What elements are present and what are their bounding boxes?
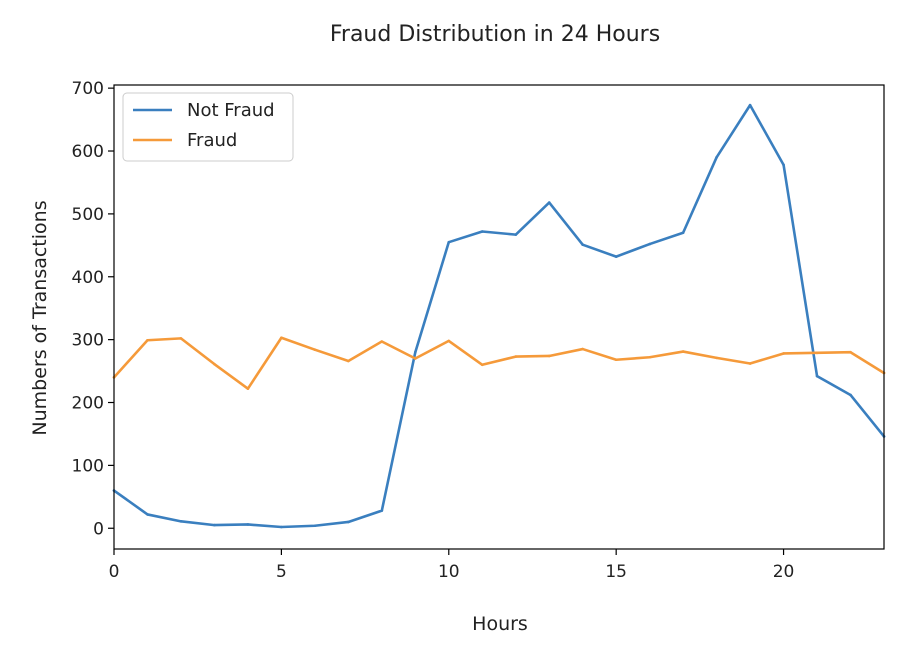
data-point-fraud — [380, 340, 384, 343]
data-point-not-fraud — [313, 524, 317, 528]
series-line-not-fraud — [112, 103, 886, 529]
data-point-fraud — [547, 354, 551, 358]
data-point-not-fraud — [280, 525, 283, 529]
data-point-fraud — [514, 355, 518, 358]
data-point-fraud — [782, 352, 785, 355]
data-point-not-fraud — [782, 163, 785, 167]
legend-label-not-fraud: Not Fraud — [187, 100, 275, 121]
y-tick-label: 600 — [72, 142, 104, 162]
data-point-not-fraud — [715, 156, 718, 159]
data-point-not-fraud — [614, 255, 618, 258]
y-tick-label: 500 — [72, 205, 104, 225]
data-point-fraud — [146, 338, 149, 342]
y-tick-label: 300 — [72, 331, 104, 351]
data-point-not-fraud — [480, 230, 484, 233]
data-point-fraud — [614, 358, 618, 362]
x-tick-label: 10 — [438, 562, 460, 582]
data-point-fraud — [849, 350, 852, 354]
data-point-not-fraud — [414, 350, 417, 354]
data-point-fraud — [179, 337, 183, 340]
plot-frame — [113, 84, 885, 550]
y-axis-ticks: 0 100 200 300 400 500 600 700 — [72, 79, 114, 539]
y-tick-label: 200 — [72, 394, 104, 414]
data-point-not-fraud — [380, 509, 384, 512]
data-point-fraud — [447, 339, 451, 343]
x-tick-label: 5 — [276, 562, 287, 582]
data-point-fraud — [280, 336, 283, 340]
data-point-fraud — [347, 359, 350, 363]
x-tick-label: 15 — [605, 562, 627, 582]
data-point-not-fraud — [213, 523, 216, 527]
y-tick-label: 0 — [93, 519, 104, 539]
x-tick-label: 20 — [773, 562, 795, 582]
legend: Not Fraud Fraud — [122, 92, 294, 162]
y-tick-label: 700 — [72, 79, 104, 99]
x-tick-label: 0 — [109, 562, 120, 582]
chart-title: Fraud Distribution in 24 Hours — [330, 22, 660, 47]
data-point-fraud — [681, 350, 685, 353]
data-point-fraud — [480, 363, 484, 367]
data-point-not-fraud — [748, 103, 752, 107]
data-point-fraud — [815, 351, 819, 355]
data-point-fraud — [313, 348, 317, 351]
data-point-not-fraud — [547, 201, 551, 204]
data-point-not-fraud — [815, 374, 819, 378]
data-point-not-fraud — [146, 513, 149, 516]
data-point-not-fraud — [681, 231, 685, 235]
data-point-fraud — [581, 347, 584, 351]
data-point-fraud — [715, 356, 718, 360]
data-point-fraud — [648, 355, 651, 359]
data-point-not-fraud — [246, 523, 250, 526]
x-axis-label: Hours — [472, 613, 528, 635]
plot-area — [112, 103, 886, 529]
data-point-not-fraud — [514, 233, 518, 236]
data-point-fraud — [213, 362, 216, 366]
data-point-fraud — [748, 362, 752, 365]
y-tick-label: 100 — [72, 456, 104, 476]
data-point-not-fraud — [648, 242, 651, 246]
data-point-not-fraud — [447, 240, 451, 244]
legend-label-fraud: Fraud — [187, 130, 237, 151]
data-point-fraud — [414, 357, 417, 360]
data-point-not-fraud — [347, 520, 350, 524]
data-point-fraud — [246, 387, 250, 390]
y-tick-label: 400 — [72, 268, 104, 288]
data-point-not-fraud — [849, 393, 852, 397]
y-axis-label: Numbers of Transactions — [29, 200, 51, 435]
data-point-not-fraud — [179, 520, 183, 523]
data-point-not-fraud — [581, 243, 584, 246]
series-line-fraud — [112, 336, 886, 390]
x-axis-ticks: 0 5 10 15 20 — [109, 549, 795, 582]
